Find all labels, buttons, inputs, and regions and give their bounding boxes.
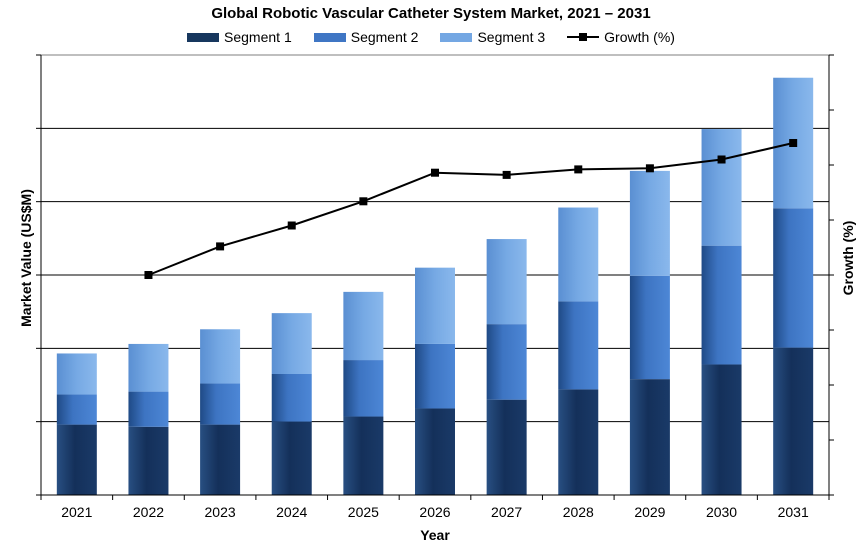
growth-point-2022 <box>144 271 153 279</box>
x-axis-title: Year <box>420 527 450 543</box>
y2-axis-title: Growth (%) <box>840 221 856 296</box>
growth-point-2030 <box>717 155 726 164</box>
x-tick-label: 2027 <box>491 504 522 520</box>
bar-segment-2-2031 <box>773 208 814 348</box>
bar-segment-3-2028 <box>558 207 599 302</box>
legend-label-segment-3: Segment 3 <box>477 29 546 45</box>
bar-segment-3-2030 <box>701 129 742 246</box>
bar-segment-2-2029 <box>629 275 670 380</box>
legend-item-growth: Growth (%) <box>567 29 675 45</box>
bar-segment-2-2028 <box>558 301 599 390</box>
bar-segment-1-2026 <box>415 408 455 495</box>
axis-labels: Year Market Value (US$M) Growth (%) <box>18 189 856 543</box>
bar-segment-3-2029 <box>629 170 670 276</box>
growth-line <box>144 139 798 279</box>
bar-segment-3-2023 <box>200 329 241 384</box>
growth-point-2023 <box>216 242 225 251</box>
legend-item-segment-2: Segment 2 <box>313 29 419 45</box>
bar-segment-2-2027 <box>486 324 527 400</box>
axes: 2021 2022 2023 2024 2025 2026 2027 2028 2029 2030… <box>36 54 834 520</box>
x-tick-label: 2021 <box>61 504 92 520</box>
x-tick-label: 2029 <box>634 504 665 520</box>
bar-segment-1-2024 <box>271 421 312 495</box>
legend-label-growth: Growth (%) <box>604 29 675 45</box>
growth-point-2027 <box>502 170 511 179</box>
bar-segment-3-2027 <box>486 239 527 325</box>
x-tick-label: 2025 <box>348 504 379 520</box>
legend-item-segment-3: Segment 3 <box>440 29 545 45</box>
x-tick-label: 2031 <box>778 504 809 520</box>
bar-segment-1-2022 <box>128 426 169 495</box>
bar-segment-2-2030 <box>701 245 742 365</box>
growth-point-2025 <box>359 197 368 206</box>
bar-segment-1-2031 <box>773 347 814 495</box>
legend-swatch-segment-2 <box>313 32 346 42</box>
legend: Segment 1 Segment 2 Segment 3 Growth (%) <box>0 29 862 45</box>
x-tick-label: 2028 <box>563 504 594 520</box>
chart-title: Global Robotic Vascular Catheter System … <box>211 5 651 22</box>
bar-segment-1-2021 <box>56 424 97 495</box>
legend-swatch-segment-3 <box>440 32 473 42</box>
growth-point-2026 <box>431 168 439 177</box>
x-tick-label: 2022 <box>133 504 164 520</box>
legend-item-segment-1: Segment 1 <box>187 29 292 45</box>
y-axis-title: Market Value (US$M) <box>18 189 34 327</box>
bar-segment-1-2023 <box>200 424 241 495</box>
legend-swatch-growth <box>567 31 600 43</box>
growth-point-2031 <box>789 139 798 147</box>
bar-segment-1-2030 <box>701 364 742 495</box>
legend-label-segment-1: Segment 1 <box>224 29 292 45</box>
growth-point-2024 <box>287 221 296 230</box>
bar-segment-2-2023 <box>200 383 241 425</box>
bar-segment-1-2025 <box>343 416 384 495</box>
bar-segment-1-2027 <box>486 399 527 495</box>
bar-segment-2-2022 <box>128 391 169 427</box>
bar-segment-3-2024 <box>271 313 312 374</box>
growth-point-2029 <box>645 164 654 173</box>
bar-segment-3-2026 <box>415 267 455 344</box>
growth-point-2028 <box>574 165 583 174</box>
growth-line-path <box>148 142 794 276</box>
bar-segment-2-2024 <box>271 374 312 422</box>
x-tick-label: 2023 <box>205 504 236 520</box>
bar-segment-3-2022 <box>128 343 169 392</box>
legend-label-segment-2: Segment 2 <box>350 29 419 45</box>
x-tick-label: 2026 <box>419 504 450 520</box>
bar-segment-1-2028 <box>558 389 599 495</box>
x-tick-label: 2024 <box>276 504 307 520</box>
bar-segment-2-2026 <box>415 343 455 409</box>
bar-segment-2-2025 <box>343 360 384 417</box>
bar-segment-3-2021 <box>56 353 97 395</box>
legend-swatch-segment-1 <box>187 32 220 42</box>
bars <box>56 77 814 495</box>
x-tick-label: 2030 <box>706 504 737 520</box>
bar-segment-3-2025 <box>343 291 384 361</box>
bar-segment-1-2029 <box>629 379 670 495</box>
bar-segment-2-2021 <box>56 394 97 425</box>
